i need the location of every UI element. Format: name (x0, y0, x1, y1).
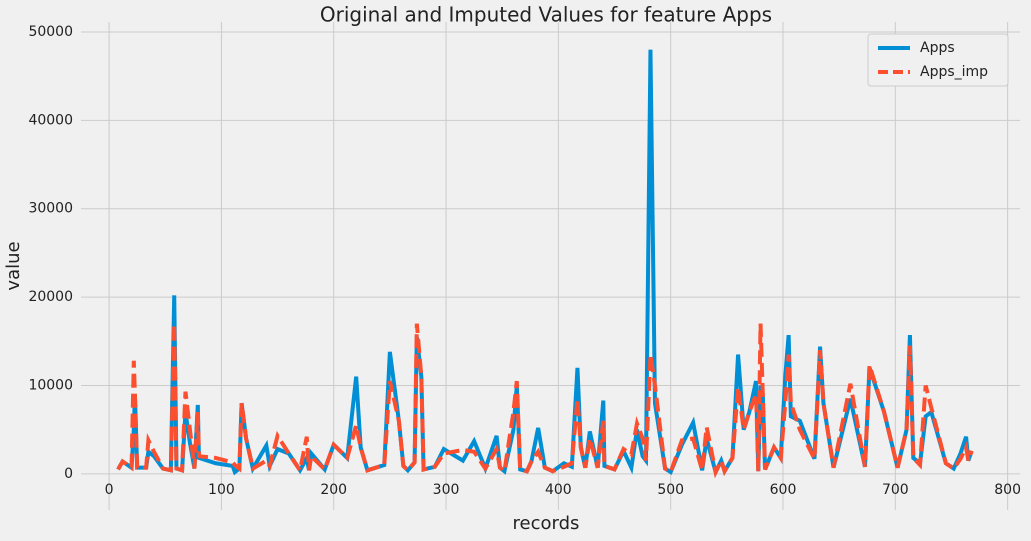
data-line (116, 323, 974, 479)
x-tick-label: 0 (105, 482, 114, 498)
legend-label: Apps (920, 40, 955, 56)
x-tick-label: 800 (994, 482, 1021, 498)
x-tick-label: 300 (433, 482, 460, 498)
chart-title: Original and Imputed Values for feature … (320, 3, 772, 27)
x-tick-label: 500 (657, 482, 684, 498)
y-tick-label: 0 (64, 466, 73, 482)
y-tick-label: 20000 (28, 289, 73, 305)
plot-area (81, 22, 1020, 510)
x-tick-label: 400 (545, 482, 572, 498)
x-axis-label: records (513, 513, 580, 534)
y-axis-label: value (3, 241, 24, 290)
y-tick-label: 50000 (28, 24, 73, 40)
x-tick-label: 200 (320, 482, 347, 498)
x-tick-label: 100 (208, 482, 235, 498)
x-tick-label: 700 (882, 482, 909, 498)
y-tick-label: 30000 (28, 201, 73, 217)
legend-label: Apps_imp (920, 64, 988, 80)
y-tick-label: 40000 (28, 112, 73, 128)
y-tick-label: 10000 (28, 377, 73, 393)
x-tick-label: 600 (770, 482, 797, 498)
